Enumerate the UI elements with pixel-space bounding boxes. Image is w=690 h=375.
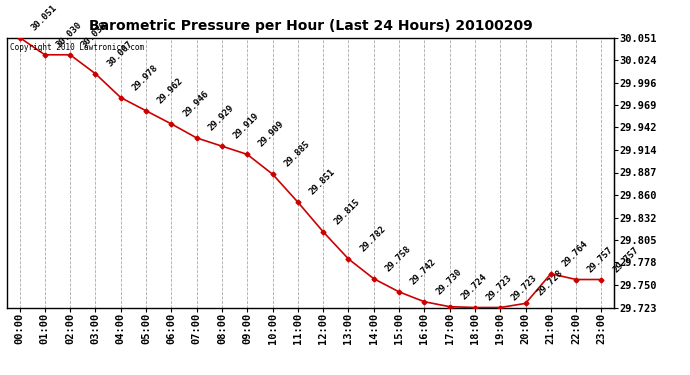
Text: 29.851: 29.851 bbox=[308, 167, 337, 196]
Text: 29.782: 29.782 bbox=[358, 224, 387, 254]
Text: 29.724: 29.724 bbox=[460, 272, 489, 301]
Text: 29.728: 29.728 bbox=[535, 268, 564, 298]
Text: 29.757: 29.757 bbox=[586, 245, 615, 274]
Text: 29.742: 29.742 bbox=[408, 257, 438, 286]
Text: 30.007: 30.007 bbox=[105, 39, 135, 68]
Text: 29.757: 29.757 bbox=[611, 245, 640, 274]
Text: 29.723: 29.723 bbox=[484, 273, 514, 302]
Text: 29.730: 29.730 bbox=[434, 267, 463, 296]
Text: 29.764: 29.764 bbox=[560, 239, 590, 268]
Text: 29.962: 29.962 bbox=[156, 76, 185, 105]
Text: 29.946: 29.946 bbox=[181, 89, 210, 118]
Text: 29.885: 29.885 bbox=[282, 140, 311, 169]
Text: 29.919: 29.919 bbox=[232, 111, 261, 141]
Text: 29.929: 29.929 bbox=[206, 103, 235, 132]
Text: Copyright 2010 Lawtronics.com: Copyright 2010 Lawtronics.com bbox=[10, 43, 144, 52]
Text: 29.758: 29.758 bbox=[384, 244, 413, 273]
Text: 29.815: 29.815 bbox=[333, 197, 362, 226]
Text: 30.030: 30.030 bbox=[80, 20, 109, 49]
Text: 30.051: 30.051 bbox=[29, 3, 59, 32]
Text: 29.723: 29.723 bbox=[510, 273, 539, 302]
Text: 30.030: 30.030 bbox=[55, 20, 83, 49]
Text: 29.909: 29.909 bbox=[257, 120, 286, 149]
Text: Barometric Pressure per Hour (Last 24 Hours) 20100209: Barometric Pressure per Hour (Last 24 Ho… bbox=[88, 19, 533, 33]
Text: 29.978: 29.978 bbox=[130, 63, 159, 92]
